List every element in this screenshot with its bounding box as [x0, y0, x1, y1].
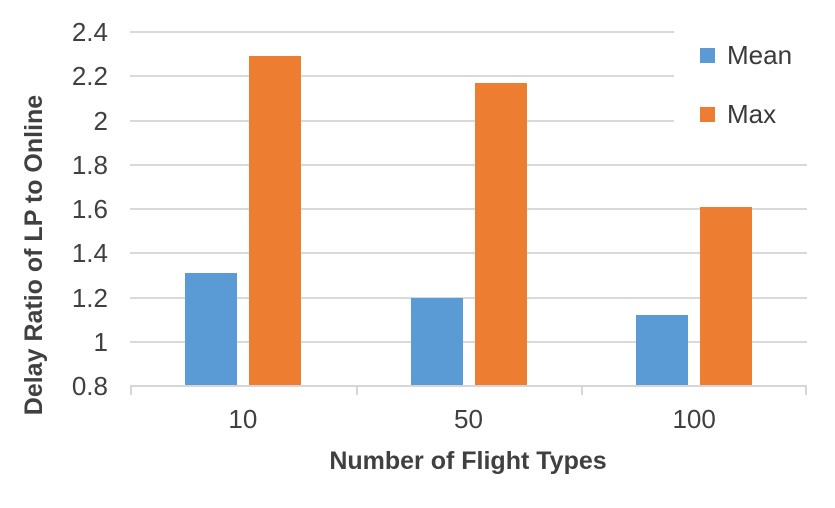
x-tick-label-10: 10	[228, 404, 258, 434]
bar-max-10	[248, 56, 301, 386]
y-tick-label-2: 2	[93, 105, 108, 136]
legend-label-max: Max	[727, 99, 777, 129]
legend-item-max: Max	[674, 101, 834, 127]
legend-item-mean: Mean	[674, 42, 834, 68]
gridline-1.8	[130, 163, 807, 166]
y-tick-label-0.8: 0.8	[71, 371, 108, 401]
gridline-2	[130, 119, 807, 122]
x-axis-tick	[355, 386, 358, 395]
bar-max-50	[474, 82, 527, 386]
y-tick-label-1.2: 1.2	[71, 282, 108, 313]
y-tick-label-1.6: 1.6	[71, 194, 108, 224]
x-tick-label-50: 50	[454, 404, 483, 434]
mean-series-swatch	[700, 47, 715, 63]
bar-mean-10	[184, 273, 237, 386]
gridline-1.6	[130, 208, 807, 210]
y-tick-label-1.8: 1.8	[71, 149, 108, 180]
gridline-1	[130, 340, 807, 343]
y-tick-label-1.4: 1.4	[71, 238, 108, 269]
max-series-swatch	[700, 106, 715, 122]
y-tick-label-2.2: 2.2	[71, 61, 108, 92]
x-axis-line	[130, 385, 807, 387]
x-tick-label-100: 100	[672, 404, 716, 434]
x-axis-tick	[805, 386, 807, 395]
gridline-2.2	[130, 75, 807, 78]
x-axis-tick	[581, 386, 584, 395]
gridline-1.2	[130, 296, 807, 299]
bar-mean-50	[410, 297, 463, 386]
y-tick-label-1: 1	[93, 326, 108, 357]
legend-label-mean: Mean	[727, 40, 793, 70]
legend: Mean Max	[674, 22, 834, 154]
bar-max-100	[700, 206, 753, 386]
x-axis-tick	[130, 386, 132, 395]
bar-mean-100	[636, 315, 689, 386]
gridline-2.4	[130, 31, 807, 33]
gridline-1.4	[130, 252, 807, 255]
plot-area	[130, 31, 807, 395]
y-tick-label-2.4: 2.4	[71, 17, 108, 47]
x-axis-title: Number of Flight Types	[329, 447, 607, 475]
